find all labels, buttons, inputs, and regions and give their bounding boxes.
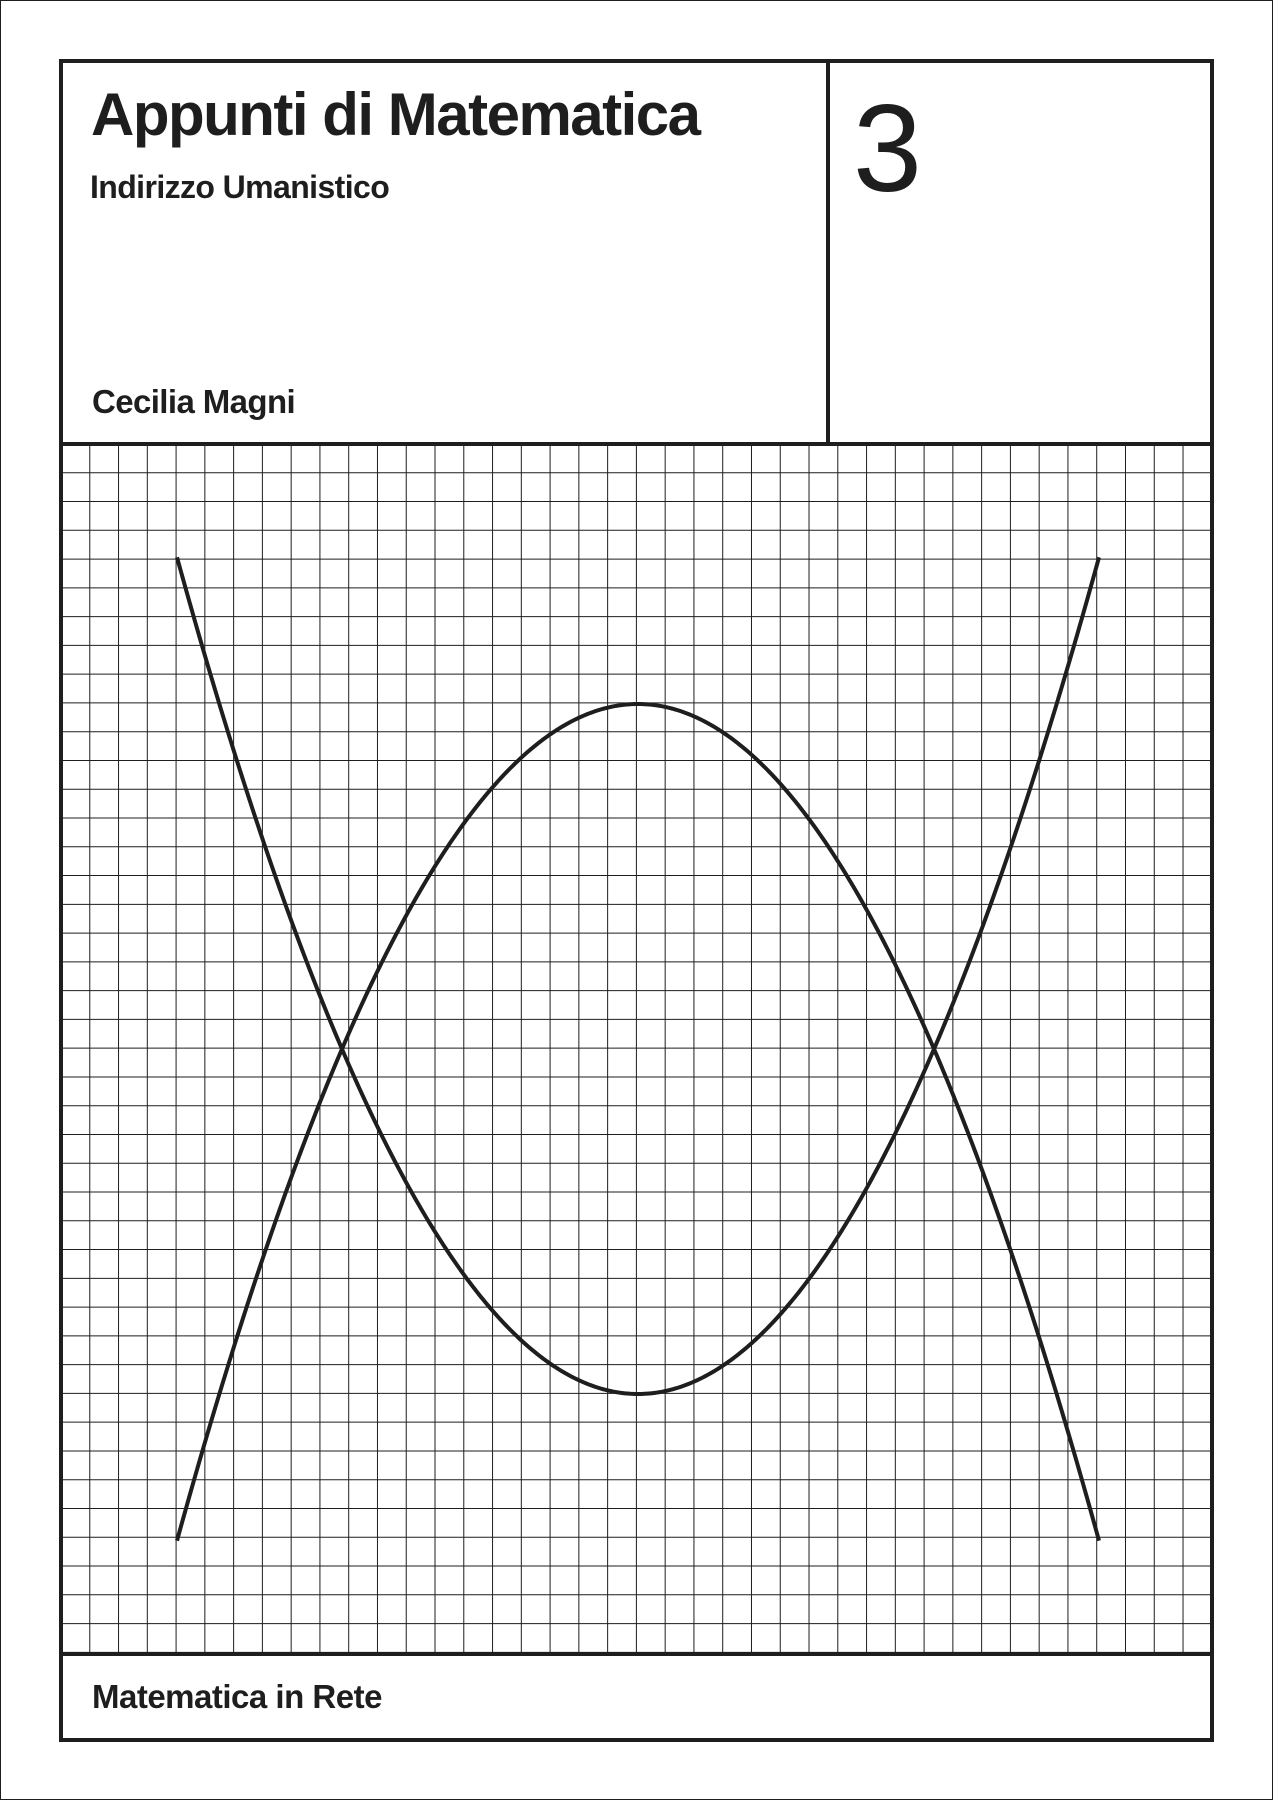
- book-title: Appunti di Matematica: [91, 81, 701, 148]
- book-author: Cecilia Magni: [92, 383, 296, 420]
- publisher-name: Matematica in Rete: [92, 1678, 382, 1715]
- book-subtitle: Indirizzo Umanistico: [90, 169, 390, 205]
- upward-parabola-curve: [175, 556, 1101, 1396]
- graph-paper-grid: [61, 444, 1212, 1654]
- downward-parabola-curve: [175, 702, 1101, 1542]
- volume-number: 3: [853, 80, 922, 218]
- cover-frame: [59, 59, 1214, 1742]
